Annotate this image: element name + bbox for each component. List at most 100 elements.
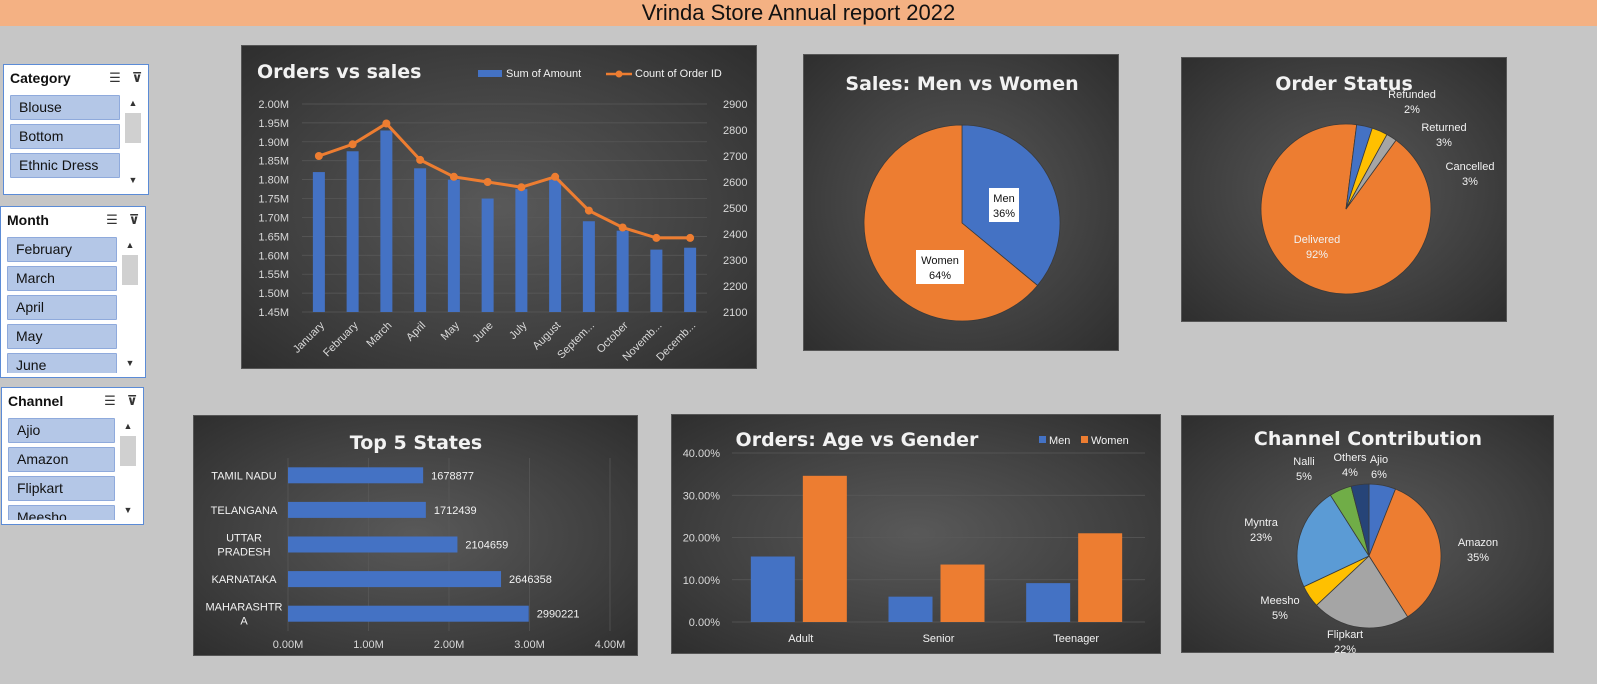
scroll-down-icon[interactable]: ▼ bbox=[128, 175, 138, 185]
label-nalli-pct: 5% bbox=[1296, 471, 1312, 483]
label-box-men bbox=[989, 188, 1019, 222]
order-status-svg: Order Status Delivered 92% Cancelled 3% Retur… bbox=[1260, 73, 1495, 295]
slicer-item-february[interactable]: February bbox=[7, 237, 117, 262]
legend-swatch-men bbox=[1039, 436, 1046, 443]
y-right-tick: 2600 bbox=[723, 177, 747, 189]
slicer-item-blouse[interactable]: Blouse bbox=[10, 95, 120, 120]
scroll-thumb[interactable] bbox=[122, 255, 138, 285]
y-tick: 40.00% bbox=[683, 448, 721, 460]
label-others-pct: 4% bbox=[1342, 467, 1358, 479]
scroll-up-icon[interactable]: ▲ bbox=[125, 240, 135, 250]
slicer-item-flipkart[interactable]: Flipkart bbox=[8, 476, 115, 501]
y-tick: 0.00% bbox=[689, 617, 720, 629]
y-left-tick: 1.45M bbox=[258, 307, 289, 319]
category-slicer-title: Category bbox=[10, 70, 71, 86]
bar-may bbox=[447, 179, 460, 312]
channel-slicer[interactable]: Channel ☰ ⊽ Ajio Amazon Flipkart Meesho ▲ ▼ bbox=[1, 387, 144, 525]
channel-slicer-title: Channel bbox=[8, 393, 64, 409]
line-point-decemb bbox=[686, 233, 695, 242]
x-tick: 4.00M bbox=[595, 639, 626, 651]
top-states-svg: Top 5 States 0.00M 1.00M 2.00M 3.00M 4.00M 167… bbox=[205, 432, 626, 651]
value-karnataka: 2646358 bbox=[509, 574, 552, 586]
scroll-thumb[interactable] bbox=[120, 436, 136, 466]
y-tick-tamil-nadu: TAMIL NADU bbox=[211, 470, 276, 482]
label-women-pct: 64% bbox=[929, 270, 951, 282]
legend-swatch-amount bbox=[478, 70, 502, 77]
slicer-item-meesho[interactable]: Meesho bbox=[8, 505, 115, 520]
y-tick: 30.00% bbox=[683, 490, 721, 502]
month-slicer-title: Month bbox=[7, 212, 49, 228]
line-point-october bbox=[618, 223, 627, 232]
multi-select-icon[interactable]: ☰ bbox=[106, 212, 118, 227]
x-tick-may: May bbox=[439, 319, 463, 343]
label-myntra: Myntra bbox=[1244, 517, 1279, 529]
scroll-down-icon[interactable]: ▼ bbox=[123, 505, 133, 515]
label-others: Others bbox=[1333, 452, 1367, 464]
channel-scrollbar[interactable]: ▲ ▼ bbox=[119, 418, 137, 518]
y-tick-karnataka: KARNATAKA bbox=[212, 574, 278, 586]
y-left-tick: 1.50M bbox=[258, 288, 289, 300]
bar-senior-women bbox=[940, 564, 985, 622]
scroll-thumb[interactable] bbox=[125, 113, 141, 143]
report-title: Vrinda Store Annual report 2022 bbox=[641, 0, 956, 25]
y-left-tick: 1.90M bbox=[258, 137, 289, 149]
multi-select-icon[interactable]: ☰ bbox=[109, 70, 121, 85]
slicer-item-bottom[interactable]: Bottom bbox=[10, 124, 120, 149]
scroll-up-icon[interactable]: ▲ bbox=[123, 421, 133, 431]
month-slicer-items: February March April May June bbox=[7, 237, 117, 373]
value-telangana: 1712439 bbox=[434, 505, 477, 517]
clear-filter-icon[interactable]: ⊽ bbox=[128, 212, 140, 227]
multi-select-icon[interactable]: ☰ bbox=[104, 393, 116, 408]
chart-title: Top 5 States bbox=[350, 432, 482, 454]
pie-slice-others bbox=[1350, 483, 1370, 557]
scroll-down-icon[interactable]: ▼ bbox=[125, 358, 135, 368]
category-scrollbar[interactable]: ▲ ▼ bbox=[124, 95, 142, 188]
bar-tamil-nadu bbox=[288, 467, 424, 484]
scroll-up-icon[interactable]: ▲ bbox=[128, 98, 138, 108]
slicer-item-ajio[interactable]: Ajio bbox=[8, 418, 115, 443]
line-point-july bbox=[517, 183, 526, 192]
label-refunded: Refunded bbox=[1388, 89, 1436, 101]
y-left-tick: 2.00M bbox=[258, 99, 289, 111]
label-box-women bbox=[916, 250, 964, 284]
x-tick: 2.00M bbox=[434, 639, 465, 651]
legend-label-women: Women bbox=[1091, 435, 1129, 447]
y-left-tick: 1.80M bbox=[258, 175, 289, 187]
slicer-item-june[interactable]: June bbox=[7, 353, 117, 373]
channel-slicer-items: Ajio Amazon Flipkart Meesho bbox=[8, 418, 115, 520]
month-slicer[interactable]: Month ☰ ⊽ February March April May June ▲ ▼ bbox=[0, 206, 146, 378]
y-left-tick: 1.60M bbox=[258, 250, 289, 262]
y-right-tick: 2100 bbox=[723, 307, 747, 319]
category-slicer-items: Blouse Bottom Ethnic Dress bbox=[10, 95, 120, 190]
y-left-tick: 1.85M bbox=[258, 156, 289, 168]
y-tick-uttar-pradesh: UTTAR bbox=[226, 533, 262, 545]
label-ajio-pct: 6% bbox=[1371, 469, 1387, 481]
month-scrollbar[interactable]: ▲ ▼ bbox=[121, 237, 139, 371]
clear-filter-icon[interactable]: ⊽ bbox=[131, 70, 143, 85]
x-tick-teenager: Teenager bbox=[1053, 633, 1099, 645]
report-banner: Vrinda Store Annual report 2022 bbox=[0, 0, 1597, 26]
x-tick-june: June bbox=[470, 320, 495, 345]
pie-slice-flipkart bbox=[1315, 555, 1409, 629]
label-men: Men bbox=[993, 193, 1014, 205]
slicer-item-ethnic-dress[interactable]: Ethnic Dress bbox=[10, 153, 120, 178]
slicer-item-amazon[interactable]: Amazon bbox=[8, 447, 115, 472]
label-men-pct: 36% bbox=[993, 208, 1015, 220]
line-point-january bbox=[314, 152, 323, 160]
legend-label-amount: Sum of Amount bbox=[506, 68, 581, 80]
x-tick-july: July bbox=[507, 319, 530, 342]
label-cancelled: Cancelled bbox=[1446, 161, 1495, 173]
slicer-item-april[interactable]: April bbox=[7, 295, 117, 320]
slicer-item-may[interactable]: May bbox=[7, 324, 117, 349]
line-count-of-order-id bbox=[318, 121, 691, 240]
bar-january bbox=[312, 172, 325, 312]
category-slicer[interactable]: Category ☰ ⊽ Blouse Bottom Ethnic Dress ▲ ▼ bbox=[3, 64, 149, 195]
label-nalli: Nalli bbox=[1293, 456, 1314, 468]
slicer-item-march[interactable]: March bbox=[7, 266, 117, 291]
clear-filter-icon[interactable]: ⊽ bbox=[126, 393, 138, 408]
value-uttar-pradesh: 2104659 bbox=[465, 540, 508, 552]
label-flipkart: Flipkart bbox=[1327, 629, 1363, 641]
orders-vs-sales-chart: Orders vs sales Sum of Amount Count of Ord… bbox=[241, 45, 757, 369]
bar-decemb bbox=[684, 247, 697, 312]
men-vs-women-svg: Sales: Men vs Women Men 36% Women 64% bbox=[845, 73, 1079, 322]
